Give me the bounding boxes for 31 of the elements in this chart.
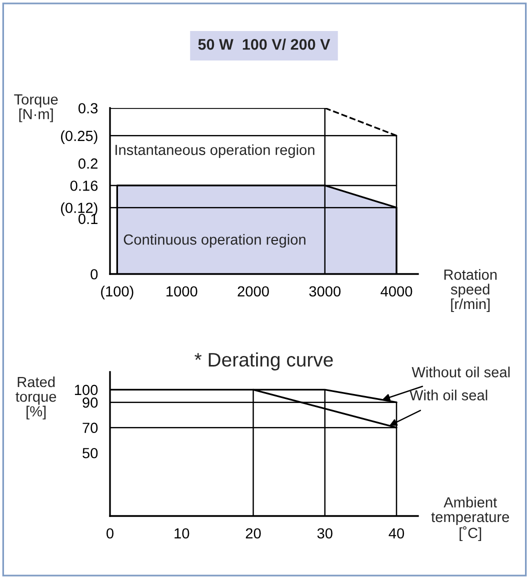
x-tick-label: 4000 (380, 286, 412, 297)
x-tick-label: 3000 (309, 286, 341, 297)
x-axis-title: Ambient temperature [˚C] (431, 496, 510, 541)
annotation: Instantaneous operation region (116, 144, 314, 158)
y-tick-label: 90 (82, 397, 98, 408)
y-axis-title: Rated torque [%] (16, 376, 56, 420)
y-tick-label: 0.3 (78, 103, 98, 114)
annotation: Continuous operation region (124, 234, 306, 248)
chart-title: * Derating curve (194, 352, 333, 370)
legend-label: With oil seal (410, 390, 488, 400)
x-tick-label: 1000 (166, 286, 198, 297)
x-tick-label: 2000 (238, 286, 269, 297)
x-tick-label: (100) (101, 286, 134, 300)
x-tick-label: 30 (317, 528, 332, 539)
text: Without oil seal (412, 366, 510, 378)
y-tick-label: 0.2 (78, 158, 98, 169)
y-axis-title: Torque [N·m] (14, 94, 58, 122)
x-tick-label: 20 (246, 528, 261, 539)
y-tick-label: (0.25) (61, 130, 98, 144)
y-tick-label: (0.12) (61, 202, 98, 216)
x-tick-label: 40 (388, 528, 404, 539)
y-tick-label: 70 (82, 422, 98, 434)
y-tick-label: 0.16 (70, 180, 98, 191)
y-tick-label: 50 (82, 448, 98, 458)
y-tick-label: 0 (90, 269, 98, 280)
x-tick-label: 10 (174, 528, 190, 539)
y-tick-label: 0.1 (78, 214, 98, 224)
x-axis-title: Rotation speed [r/min] (444, 269, 497, 312)
y-tick-label: 100 (74, 384, 98, 396)
x-tick-label: 0 (106, 528, 114, 539)
chart-title: 50 W 100 V/ 200 V (198, 38, 330, 50)
